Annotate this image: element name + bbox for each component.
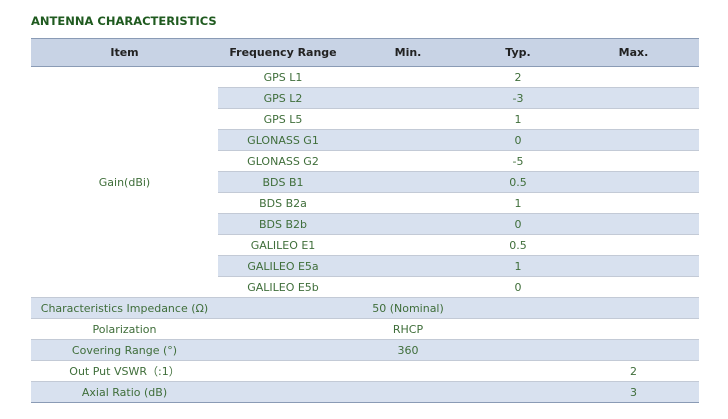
table-row: Out Put VSWR（:1） 2 — [31, 360, 699, 382]
table-row: GALILEO E5b 0 — [31, 276, 699, 298]
table-row: Characteristics Impedance (Ω) 50 (Nominal… — [31, 297, 699, 319]
column-header: Max. — [568, 38, 699, 67]
frequency-cell — [218, 360, 348, 382]
typ-cell: -3 — [468, 87, 568, 109]
min-cell — [348, 213, 468, 235]
column-header: Item — [31, 38, 218, 67]
table-row: BDS B1 0.5 — [31, 171, 699, 193]
max-cell — [568, 234, 699, 256]
column-header: Min. — [348, 38, 468, 67]
table-row: GALILEO E1 0.5 — [31, 234, 699, 256]
max-cell — [568, 87, 699, 109]
table-row: Axial Ratio (dB) 3 — [31, 381, 699, 403]
typ-cell — [468, 381, 568, 403]
max-cell — [568, 318, 699, 340]
max-cell — [568, 66, 699, 88]
section-title: ANTENNA CHARACTERISTICS — [31, 14, 217, 28]
spec-table: Item Frequency Range Min. Typ. Max. Gain(dBi… — [31, 38, 699, 403]
column-header: Frequency Range — [218, 38, 348, 67]
min-cell — [348, 108, 468, 130]
typ-cell: 2 — [468, 66, 568, 88]
typ-cell: 1 — [468, 108, 568, 130]
frequency-cell — [218, 318, 348, 340]
table-row: BDS B2a 1 — [31, 192, 699, 214]
item-cell: Axial Ratio (dB) — [31, 381, 218, 403]
typ-cell: 0 — [468, 276, 568, 298]
min-cell — [348, 360, 468, 382]
max-cell — [568, 297, 699, 319]
frequency-cell: GPS L5 — [218, 108, 348, 130]
typ-cell: 1 — [468, 192, 568, 214]
frequency-cell: GALILEO E5a — [218, 255, 348, 277]
table-row: GLONASS G2 -5 — [31, 150, 699, 172]
max-cell — [568, 129, 699, 151]
typ-cell: 0.5 — [468, 171, 568, 193]
typ-cell: 0 — [468, 213, 568, 235]
frequency-cell — [218, 381, 348, 403]
min-cell — [348, 276, 468, 298]
min-cell — [348, 66, 468, 88]
max-cell — [568, 213, 699, 235]
min-cell — [348, 234, 468, 256]
item-cell: Characteristics Impedance (Ω) — [31, 297, 218, 319]
table-row: Gain(dBi) GPS L1 2 — [31, 66, 699, 298]
typ-cell: -5 — [468, 150, 568, 172]
min-cell: 50 (Nominal) — [348, 297, 468, 319]
frequency-cell: GALILEO E1 — [218, 234, 348, 256]
min-cell — [348, 381, 468, 403]
table-row: Polarization RHCP — [31, 318, 699, 340]
frequency-cell: GLONASS G2 — [218, 150, 348, 172]
table-body: Gain(dBi) GPS L1 2 GPS L2 -3 GPS L5 1 GLONASS G… — [31, 66, 699, 403]
min-cell — [348, 150, 468, 172]
table-row: Covering Range (°) 360 — [31, 339, 699, 361]
frequency-cell: BDS B2b — [218, 213, 348, 235]
max-cell — [568, 192, 699, 214]
frequency-cell: GPS L2 — [218, 87, 348, 109]
min-cell — [348, 87, 468, 109]
max-cell — [568, 339, 699, 361]
max-cell — [568, 276, 699, 298]
max-cell — [568, 108, 699, 130]
frequency-cell: GLONASS G1 — [218, 129, 348, 151]
typ-cell — [468, 339, 568, 361]
typ-cell: 1 — [468, 255, 568, 277]
min-cell: RHCP — [348, 318, 468, 340]
max-cell — [568, 150, 699, 172]
min-cell: 360 — [348, 339, 468, 361]
frequency-cell: GALILEO E5b — [218, 276, 348, 298]
typ-cell — [468, 297, 568, 319]
min-cell — [348, 192, 468, 214]
item-cell: Gain(dBi) — [31, 66, 218, 298]
typ-cell — [468, 318, 568, 340]
item-cell: Covering Range (°) — [31, 339, 218, 361]
item-cell: Polarization — [31, 318, 218, 340]
frequency-cell: GPS L1 — [218, 66, 348, 88]
table-row: GALILEO E5a 1 — [31, 255, 699, 277]
typ-cell — [468, 360, 568, 382]
item-cell: Out Put VSWR（:1） — [31, 360, 218, 382]
frequency-cell — [218, 339, 348, 361]
frequency-cell: BDS B2a — [218, 192, 348, 214]
typ-cell: 0.5 — [468, 234, 568, 256]
max-cell: 2 — [568, 360, 699, 382]
column-header: Typ. — [468, 38, 568, 67]
max-cell — [568, 171, 699, 193]
frequency-cell: BDS B1 — [218, 171, 348, 193]
typ-cell: 0 — [468, 129, 568, 151]
table-row: GPS L2 -3 — [31, 87, 699, 109]
table-row: BDS B2b 0 — [31, 213, 699, 235]
min-cell — [348, 129, 468, 151]
max-cell — [568, 255, 699, 277]
table-row: GPS L5 1 — [31, 108, 699, 130]
max-cell: 3 — [568, 381, 699, 403]
header-row: Item Frequency Range Min. Typ. Max. — [31, 38, 699, 67]
min-cell — [348, 255, 468, 277]
table-row: GLONASS G1 0 — [31, 129, 699, 151]
min-cell — [348, 171, 468, 193]
frequency-cell — [218, 297, 348, 319]
